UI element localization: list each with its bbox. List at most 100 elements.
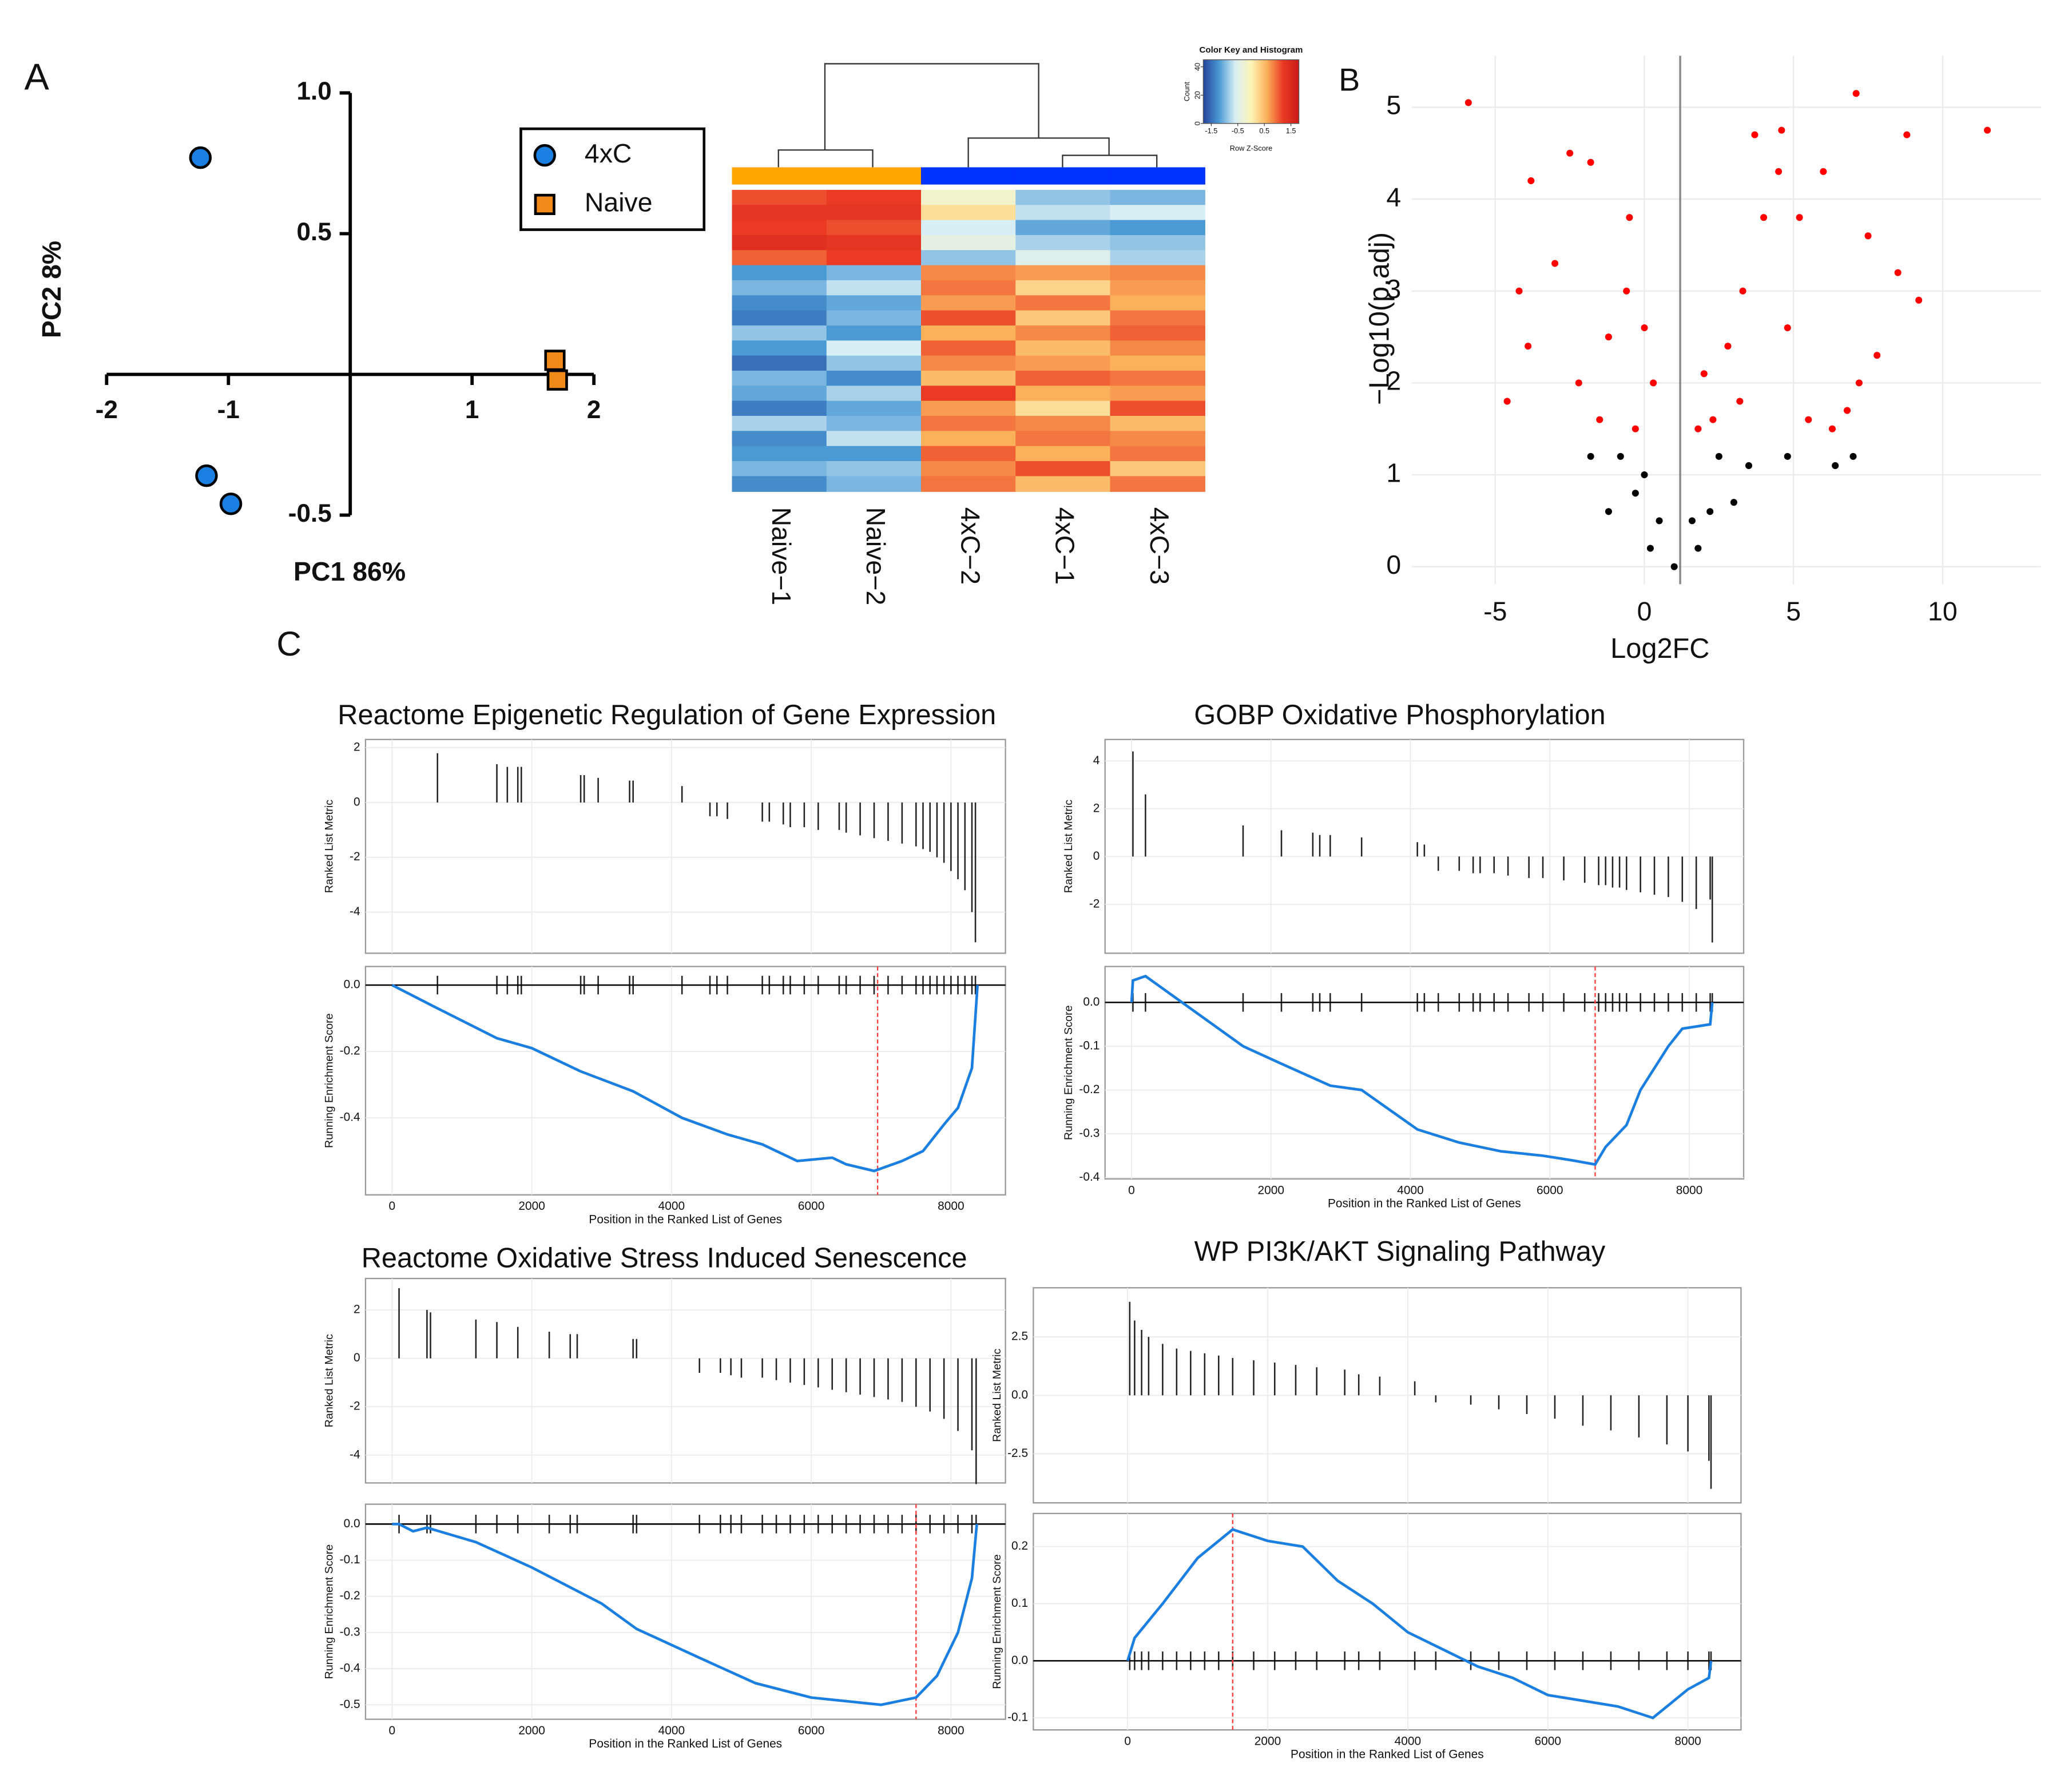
point [1706, 508, 1714, 515]
point [195, 464, 218, 487]
heat-cell [826, 431, 922, 447]
legend-label: 4xC [585, 138, 632, 168]
x-tick-label: 8000 [938, 1724, 964, 1737]
y-tick-label: -0.1 [1007, 1711, 1028, 1724]
y-axis-title: Ranked List Metric [991, 1348, 1003, 1442]
y-tick-label: -4 [350, 905, 360, 918]
heat-cell [1015, 250, 1111, 266]
dendrogram [777, 63, 1158, 168]
y-tick-label: 0.0 [344, 1517, 360, 1530]
point [1596, 416, 1603, 423]
dendrogram-branch [824, 63, 1039, 150]
heat-cell [1110, 446, 1205, 462]
heat-cell [1015, 220, 1111, 236]
y-axis-title: Ranked List Metric [1062, 800, 1075, 893]
y-tick-label: -0.2 [1079, 1083, 1099, 1096]
y-axis-title: Running Enrichment Score [991, 1554, 1003, 1689]
point [1656, 517, 1663, 525]
y-tick-label: 4 [1386, 182, 1401, 212]
heat-cell [1110, 295, 1205, 311]
dendrogram-branch [1062, 154, 1158, 168]
point [1843, 407, 1851, 414]
point [1709, 416, 1717, 423]
point [1984, 126, 1991, 134]
point [1646, 545, 1654, 552]
y-tick-label: -0.5 [288, 499, 332, 527]
heat-cell [1015, 280, 1111, 296]
y-tick-label: 1.0 [296, 77, 331, 105]
y-tick-label: -0.3 [340, 1625, 360, 1638]
point [1736, 398, 1744, 405]
heat-cell [732, 400, 827, 417]
point [1730, 499, 1737, 506]
point [1694, 545, 1702, 552]
heat-cell [732, 431, 827, 447]
x-tick-label: 8000 [1674, 1735, 1701, 1748]
y-tick-label: 0 [1386, 550, 1401, 579]
point [1464, 99, 1472, 106]
y-tick-label: -0.5 [340, 1698, 360, 1711]
es-line [1130, 974, 1714, 1166]
key-tick-label: -1.5 [1205, 126, 1217, 135]
y-tick-label: -0.4 [1079, 1170, 1099, 1184]
heat-cell [1015, 476, 1111, 492]
heat-cell [826, 476, 922, 492]
heat-cell [1015, 295, 1111, 311]
point [189, 146, 212, 169]
heat-cell [1110, 431, 1205, 447]
heat-cell [1015, 431, 1111, 447]
point [1828, 425, 1836, 432]
x-tick-label: -2 [96, 396, 118, 424]
heat-cell [826, 340, 922, 356]
heat-cell [1015, 340, 1111, 356]
y-tick-label: -0.3 [1079, 1127, 1099, 1140]
heat-cell [732, 355, 827, 372]
y-tick-label: -2 [350, 1400, 360, 1413]
heat-cell [921, 461, 1017, 477]
y-tick-label: -0.1 [1079, 1039, 1099, 1052]
point [1587, 158, 1594, 166]
x-axis-title: PC1 86% [293, 557, 406, 586]
heat-cell [1110, 340, 1205, 356]
es-line [391, 984, 979, 1173]
heat-cell [1110, 265, 1205, 281]
point [1775, 168, 1783, 175]
panel-frame [1033, 1512, 1742, 1731]
x-tick-label: 2 [587, 396, 601, 424]
x-tick-label: 6000 [798, 1724, 824, 1737]
heat-cell [921, 400, 1017, 417]
x-axis-title: Position in the Ranked List of Genes [589, 1737, 782, 1750]
y-tick-label: 2 [1386, 366, 1401, 396]
point [1784, 452, 1791, 460]
heat-cell [732, 386, 827, 402]
heat-cell [921, 295, 1017, 311]
point [1605, 333, 1612, 341]
heat-cell [921, 355, 1017, 372]
key-ylabel: Count [1182, 82, 1191, 101]
heat-cell [826, 205, 922, 221]
y-tick-label: -0.1 [340, 1553, 360, 1566]
group-bar [921, 167, 1017, 185]
point [1852, 90, 1860, 97]
y-tick-label: 2 [354, 741, 360, 754]
point [1849, 452, 1857, 460]
y-tick-label: 0.0 [1011, 1654, 1028, 1667]
heat-cell [1110, 416, 1205, 432]
x-tick-label: 4000 [658, 1200, 685, 1213]
key-title: Color Key and Histogram [1200, 45, 1303, 55]
heat-cell [921, 310, 1017, 327]
y-tick-label: 4 [1093, 754, 1100, 767]
heat-cell [826, 446, 922, 462]
heat-cell [826, 235, 922, 251]
heat-cell [1110, 325, 1205, 341]
heat-cell [1110, 310, 1205, 327]
heat-cell [826, 416, 922, 432]
heat-cell [732, 250, 827, 266]
panel-label: A [24, 55, 49, 97]
heat-cell [826, 461, 922, 477]
column-label: Naive−1 [767, 507, 796, 606]
x-tick-label: 8000 [938, 1200, 964, 1213]
heat-cell [921, 370, 1017, 387]
heat-cell [732, 220, 827, 236]
x-tick-label: 4000 [658, 1724, 685, 1737]
